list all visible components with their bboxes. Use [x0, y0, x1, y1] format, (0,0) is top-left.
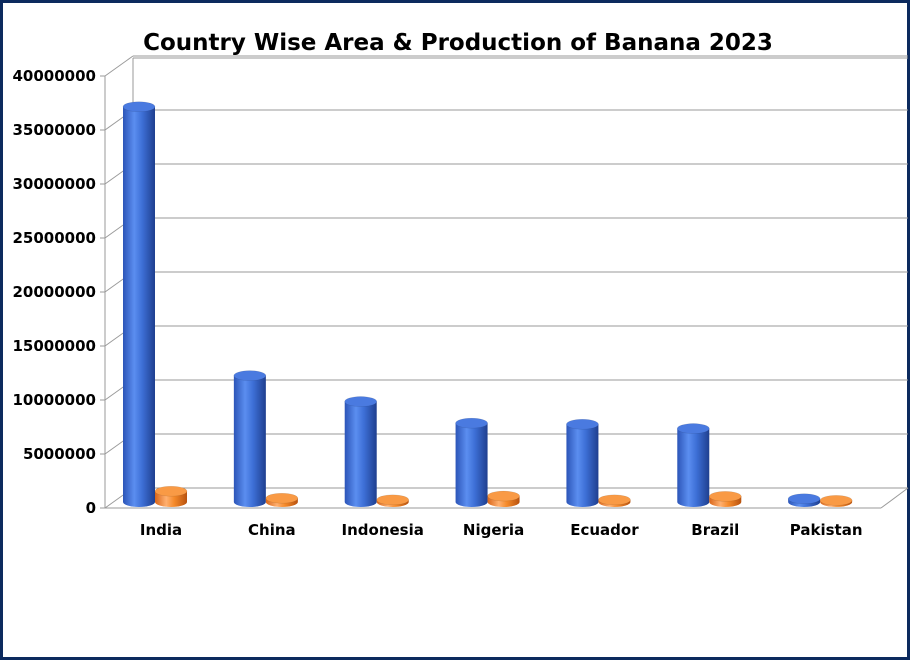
x-tick-label: India — [140, 521, 182, 539]
bar-cap — [122, 101, 156, 112]
bar-cap — [344, 396, 377, 407]
y-tick-label: 10000000 — [13, 391, 97, 409]
x-tick-label: Indonesia — [342, 521, 424, 539]
bar-indonesia-series-2 — [376, 494, 409, 507]
bar-brazil-series-2 — [709, 491, 742, 507]
y-tick-label: 30000000 — [13, 175, 97, 193]
y-tick-label: 5000000 — [23, 445, 96, 463]
bar-indonesia-series-1 — [344, 396, 377, 507]
x-tick-label: China — [248, 521, 296, 539]
x-tick-label: Nigeria — [463, 521, 524, 539]
bar-cap — [455, 417, 488, 429]
bar-ecuador-series-2 — [598, 494, 631, 507]
labels-layer: 0 5000000 10000000 15000000 20000000 25000000… — [13, 67, 863, 539]
x-tick-label: Pakistan — [790, 521, 863, 539]
bar-body — [344, 401, 377, 507]
bar-cap — [265, 492, 299, 504]
y-tick-label: 20000000 — [13, 283, 97, 301]
y-tick-label: 35000000 — [13, 121, 97, 139]
bars-layer — [122, 101, 853, 507]
bar-cap — [233, 370, 267, 381]
chart-title: Country Wise Area & Production of Banana… — [143, 30, 773, 56]
x-tick-label: Brazil — [691, 521, 739, 539]
bar-cap — [677, 423, 710, 434]
floor-right-edge — [880, 487, 909, 509]
side-wall-line — [104, 55, 134, 77]
y-tick-label: 25000000 — [13, 229, 97, 247]
bar-body — [566, 424, 599, 507]
bar-ecuador-series-1 — [566, 418, 599, 507]
bar-china-series-1 — [233, 370, 267, 507]
y-tick-label: 0 — [86, 499, 96, 517]
bar-body — [455, 423, 488, 507]
bar-china-series-2 — [265, 492, 299, 507]
bar-pakistan-series-2 — [819, 495, 853, 507]
bar-cap — [154, 485, 188, 497]
chart-svg: Country Wise Area & Production of Banana… — [13, 30, 909, 539]
y-tick-label: 40000000 — [13, 67, 97, 85]
bar-body — [677, 428, 710, 507]
bar-india-series-1 — [122, 101, 156, 507]
bar-cap — [819, 495, 853, 506]
bar-cap — [376, 494, 409, 506]
bar-cap — [566, 418, 599, 430]
bar-cap — [787, 493, 821, 505]
bar-body — [233, 375, 266, 507]
grid-layer — [100, 55, 909, 509]
bar-cap — [709, 491, 742, 502]
bar-brazil-series-1 — [677, 423, 710, 507]
bar-pakistan-series-1 — [787, 493, 821, 507]
bar-nigeria-series-1 — [455, 417, 488, 507]
bar-nigeria-series-2 — [487, 490, 520, 507]
y-tick-label: 15000000 — [13, 337, 97, 355]
bar-cap — [598, 494, 631, 506]
bar-body — [123, 106, 155, 507]
x-tick-label: Ecuador — [570, 521, 639, 539]
bar-india-series-2 — [154, 485, 188, 507]
bar-cap — [487, 490, 520, 502]
